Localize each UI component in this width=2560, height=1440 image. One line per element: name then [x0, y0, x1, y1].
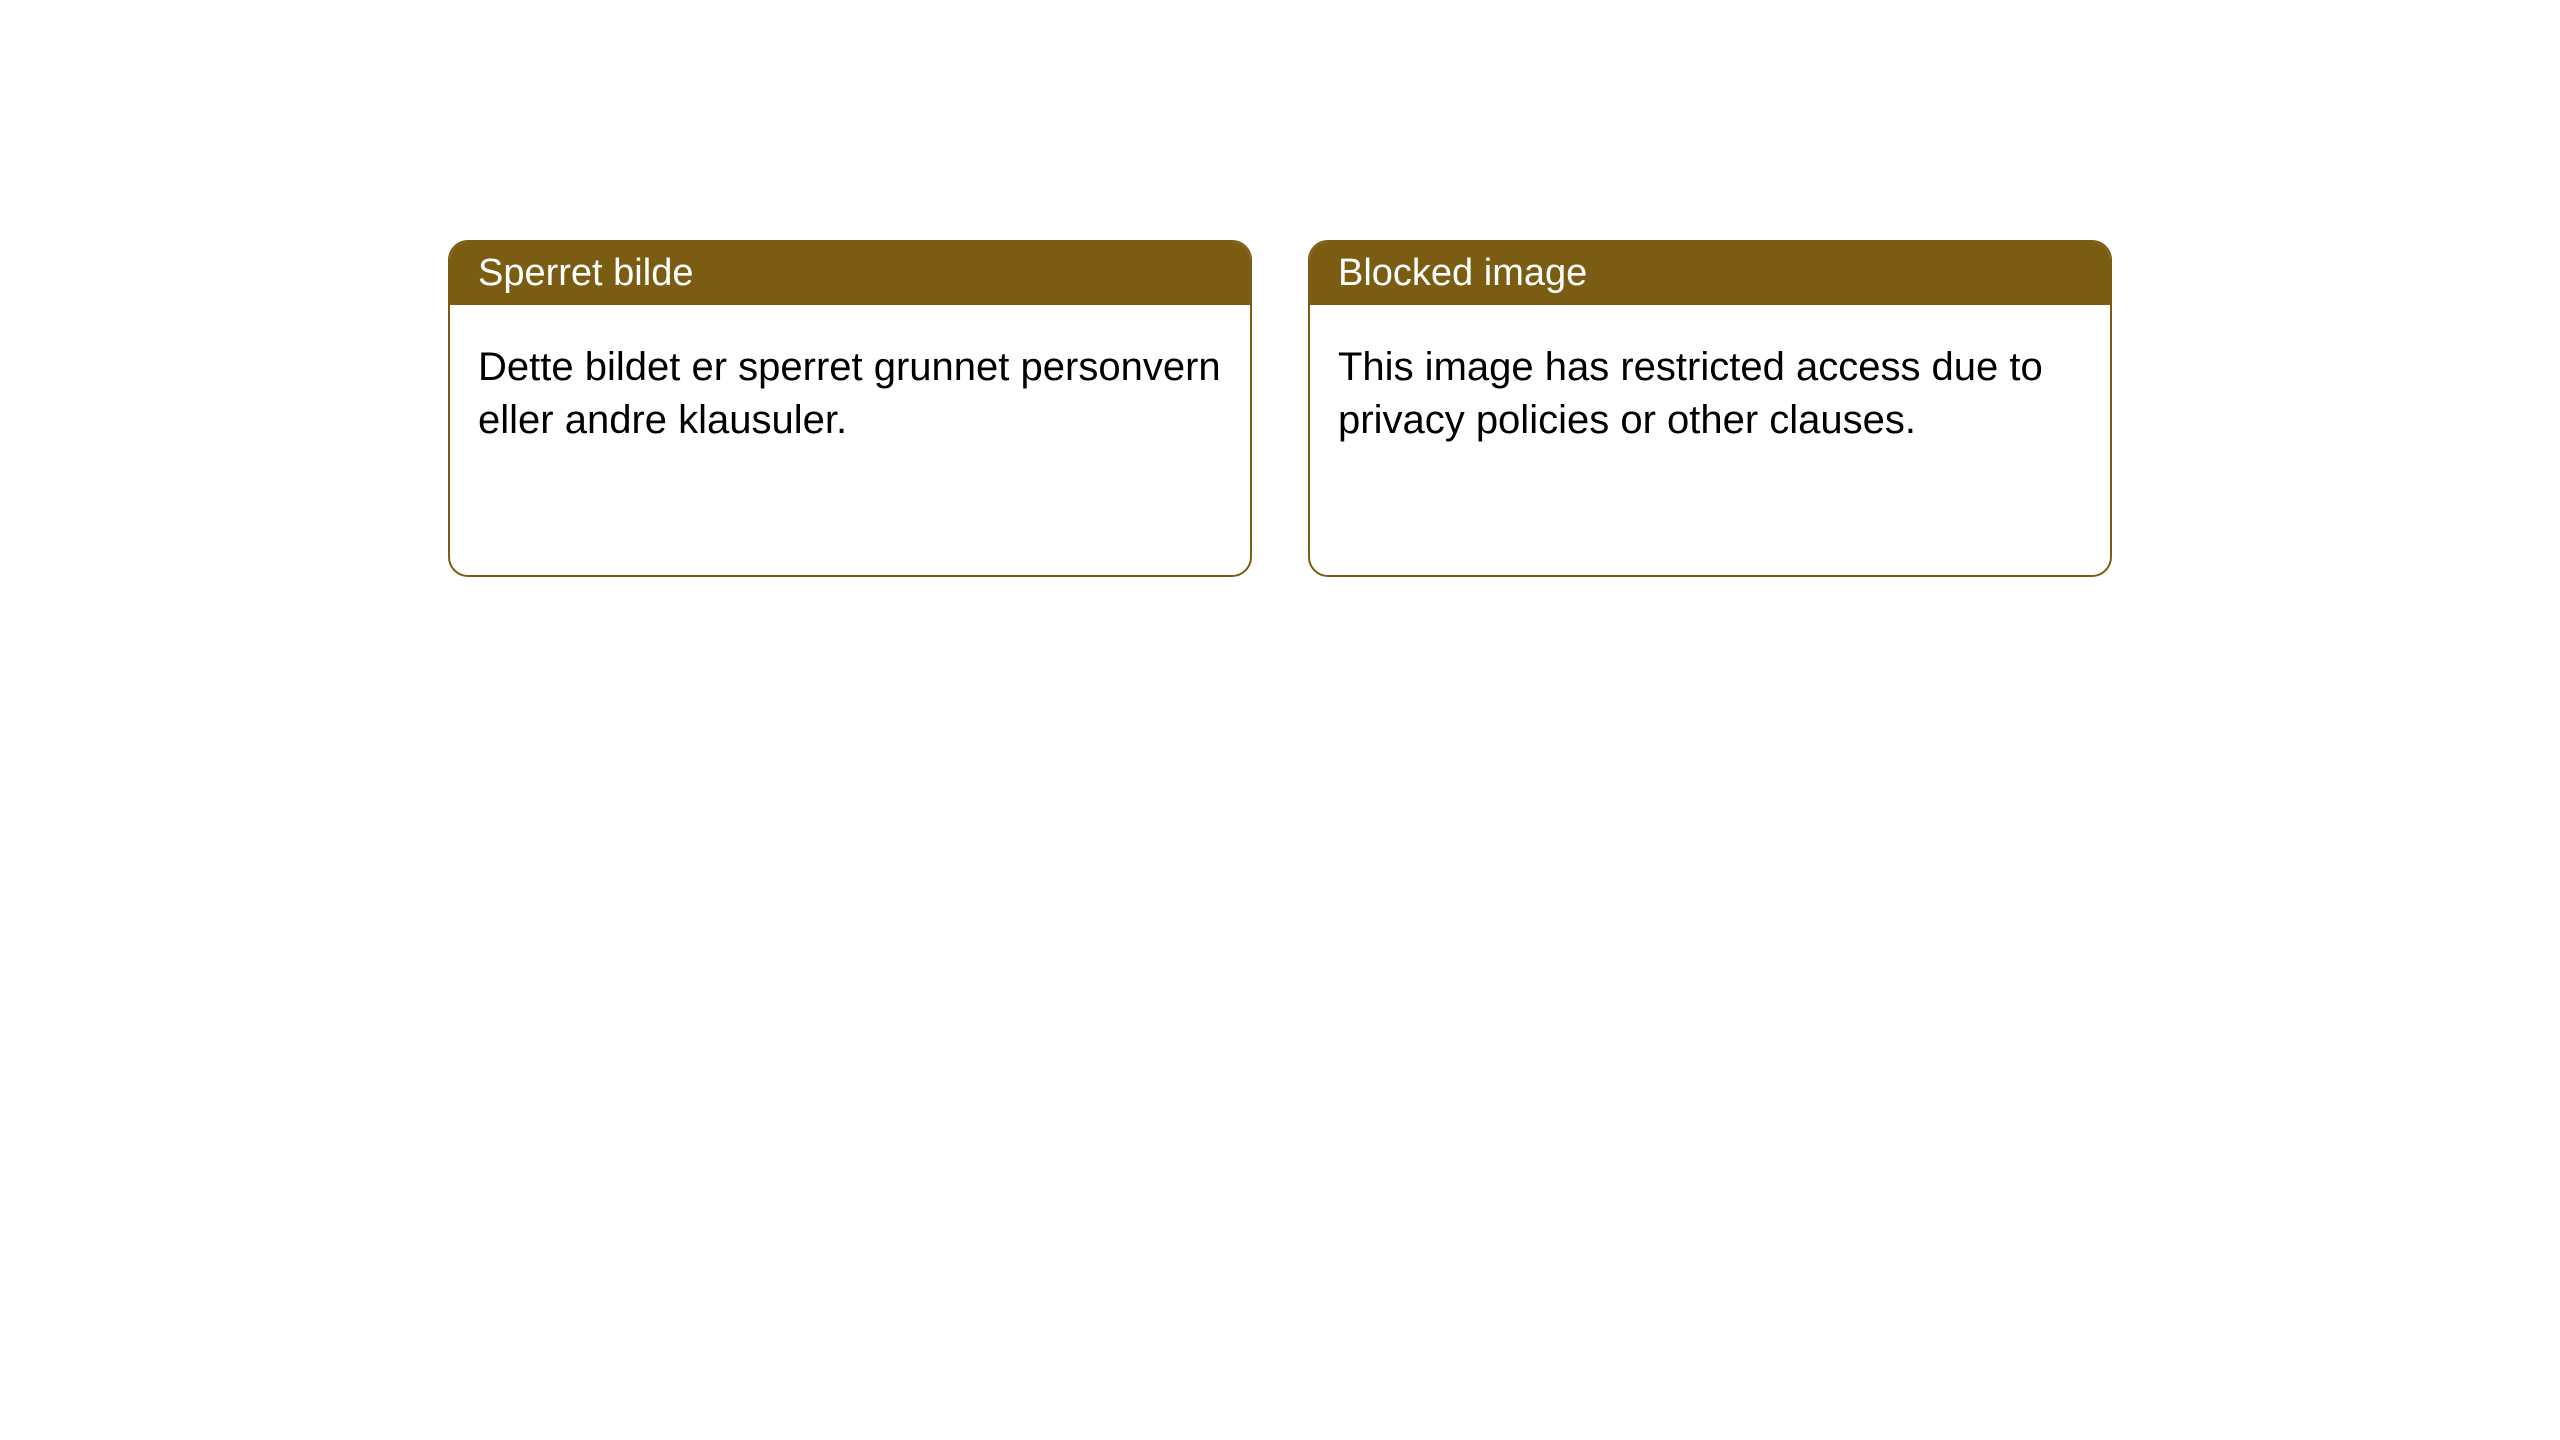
notice-message: This image has restricted access due to … [1338, 345, 2043, 442]
notice-message: Dette bildet er sperret grunnet personve… [478, 345, 1221, 442]
notice-header: Sperret bilde [450, 242, 1250, 305]
notice-header: Blocked image [1310, 242, 2110, 305]
notice-card-english: Blocked image This image has restricted … [1308, 240, 2112, 577]
notice-body: Dette bildet er sperret grunnet personve… [450, 305, 1250, 575]
notice-title: Sperret bilde [478, 252, 693, 294]
notice-container: Sperret bilde Dette bildet er sperret gr… [448, 240, 2112, 577]
notice-card-norwegian: Sperret bilde Dette bildet er sperret gr… [448, 240, 1252, 577]
notice-body: This image has restricted access due to … [1310, 305, 2110, 575]
notice-title: Blocked image [1338, 252, 1587, 294]
